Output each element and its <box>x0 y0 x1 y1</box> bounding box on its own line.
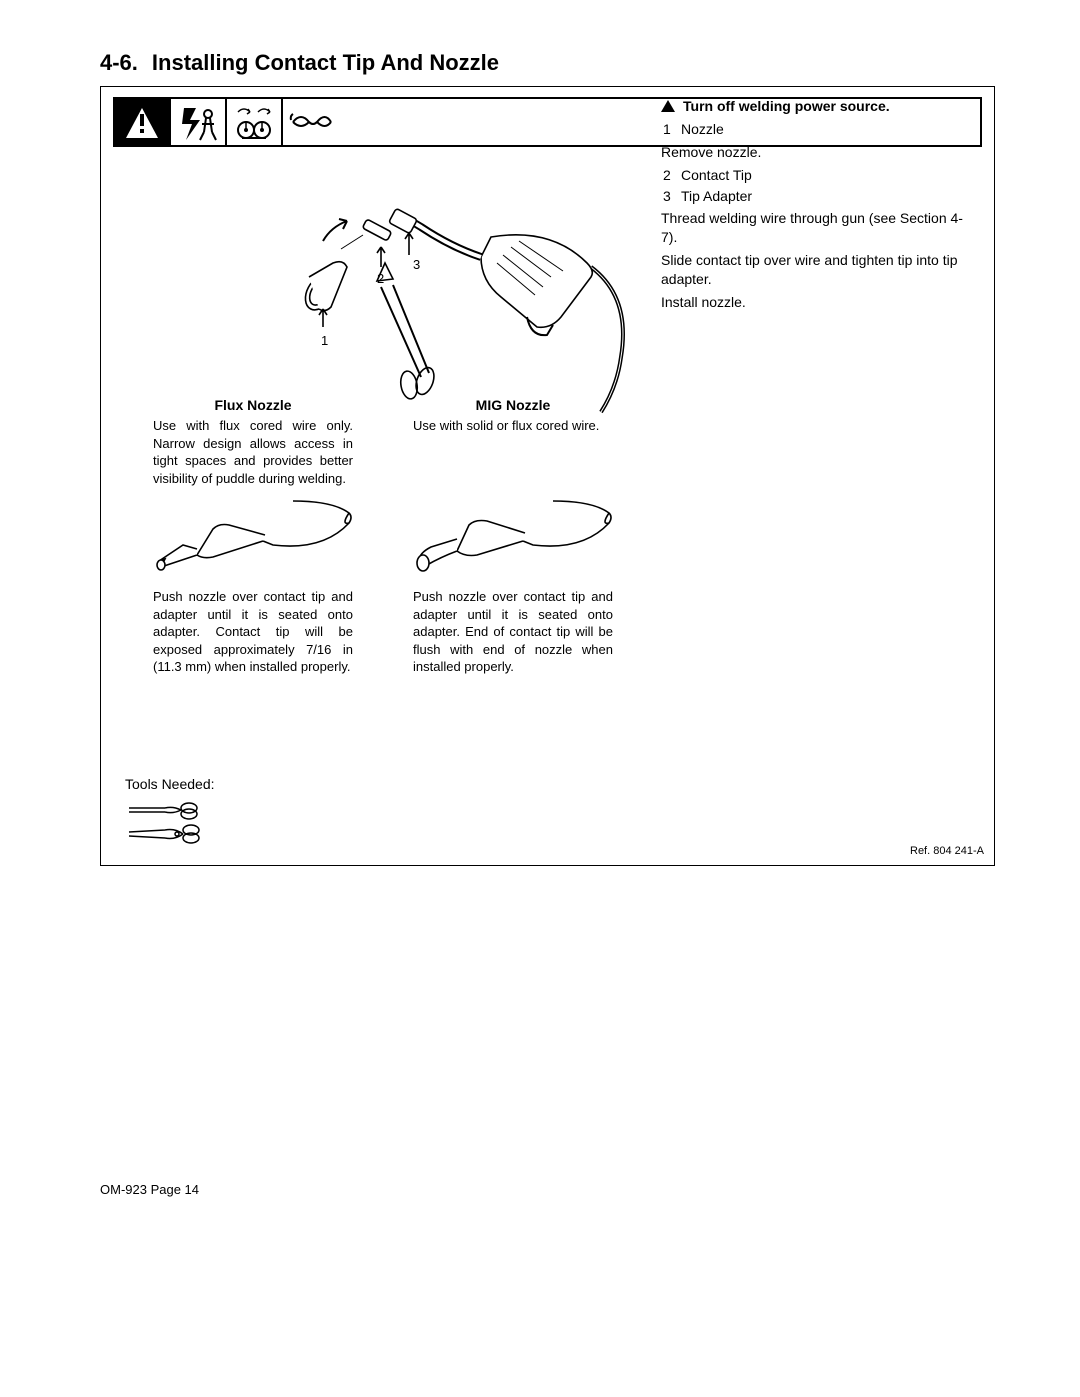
remove-step: Remove nozzle. <box>661 143 971 162</box>
flux-nozzle-diagram <box>153 495 353 575</box>
thread-step: Thread welding wire through gun (see Sec… <box>661 209 971 247</box>
reference-number: Ref. 804 241-A <box>910 845 984 857</box>
content-frame: 1 2 3 Turn off welding power source. 1No… <box>100 86 995 866</box>
callout-2: 2 <box>377 271 384 286</box>
manual-page: 4-6. Installing Contact Tip And Nozzle <box>0 0 1080 1397</box>
flux-title: Flux Nozzle <box>153 397 353 413</box>
warning-triangle-icon <box>115 99 171 145</box>
mig-desc: Use with solid or flux cored wire. <box>413 417 613 489</box>
triangle-bullet-icon <box>661 100 675 112</box>
mig-nozzle-diagram <box>413 495 613 575</box>
mig-title: MIG Nozzle <box>413 397 613 413</box>
install-step: Install nozzle. <box>661 293 971 312</box>
part-2: 2Contact Tip <box>661 166 971 185</box>
callout-1: 1 <box>321 333 328 348</box>
power-off-warning: Turn off welding power source. <box>661 97 971 116</box>
mig-note: Push nozzle over contact tip and adapter… <box>413 588 613 676</box>
gun-assembly-diagram: 1 2 3 <box>251 177 631 417</box>
section-heading: 4-6. Installing Contact Tip And Nozzle <box>100 50 995 76</box>
eye-protection-icon <box>283 99 339 145</box>
slide-step: Slide contact tip over wire and tighten … <box>661 251 971 289</box>
warning-text: Turn off welding power source. <box>683 97 890 116</box>
part-3: 3Tip Adapter <box>661 187 971 206</box>
page-footer: OM-923 Page 14 <box>100 1182 199 1197</box>
section-title-text: Installing Contact Tip And Nozzle <box>152 50 499 75</box>
tools-needed: Tools Needed: <box>125 776 215 849</box>
electric-shock-icon <box>171 99 227 145</box>
tools-pliers-icon <box>125 798 215 846</box>
callout-3: 3 <box>413 257 420 272</box>
flux-nozzle-column: Flux Nozzle Use with flux cored wire onl… <box>153 397 353 676</box>
section-number: 4-6. <box>100 50 138 75</box>
moving-parts-icon <box>227 99 283 145</box>
mig-nozzle-column: MIG Nozzle Use with solid or flux cored … <box>413 397 613 676</box>
nozzle-comparison: Flux Nozzle Use with flux cored wire onl… <box>153 397 613 676</box>
flux-note: Push nozzle over contact tip and adapter… <box>153 588 353 676</box>
part-1: 1Nozzle <box>661 120 971 139</box>
instruction-panel: Turn off welding power source. 1Nozzle R… <box>661 97 971 316</box>
tools-label: Tools Needed: <box>125 776 215 792</box>
flux-desc: Use with flux cored wire only. Narrow de… <box>153 417 353 489</box>
